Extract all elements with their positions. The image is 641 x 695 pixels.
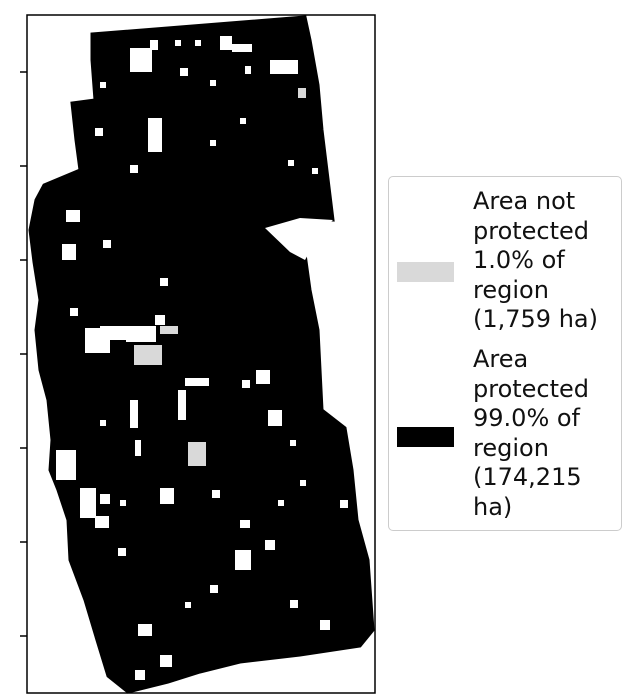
legend-line: (174,215: [473, 463, 582, 491]
not-protected-patches: [134, 88, 306, 466]
legend-label-protected: Area protected 99.0% of region (174,215 …: [473, 345, 619, 522]
legend: Area not protected 1.0% of region (1,759…: [388, 176, 622, 531]
legend-label-not-protected: Area not protected 1.0% of region (1,759…: [473, 187, 619, 335]
not-protected-patch: [298, 88, 306, 98]
legend-line: protected: [473, 216, 590, 245]
y-axis-ticks: [20, 71, 27, 637]
legend-line: 99.0% of: [473, 404, 581, 432]
legend-line: region: [473, 275, 549, 304]
not-protected-patch: [134, 345, 162, 365]
legend-line: protected: [473, 374, 590, 403]
legend-line: region: [473, 433, 549, 462]
legend-line: ha): [473, 492, 513, 521]
not-protected-patch: [160, 326, 178, 334]
map-holes: [56, 36, 348, 680]
protected-area-region: [28, 15, 375, 694]
legend-line: (1,759 ha): [473, 305, 598, 333]
not-protected-patch: [188, 442, 206, 466]
legend-line: Area: [473, 345, 529, 373]
legend-swatch-not-protected: [397, 262, 454, 282]
legend-line: 1.0% of: [473, 246, 565, 274]
legend-line: Area not: [473, 187, 576, 215]
legend-swatch-protected: [397, 427, 454, 447]
